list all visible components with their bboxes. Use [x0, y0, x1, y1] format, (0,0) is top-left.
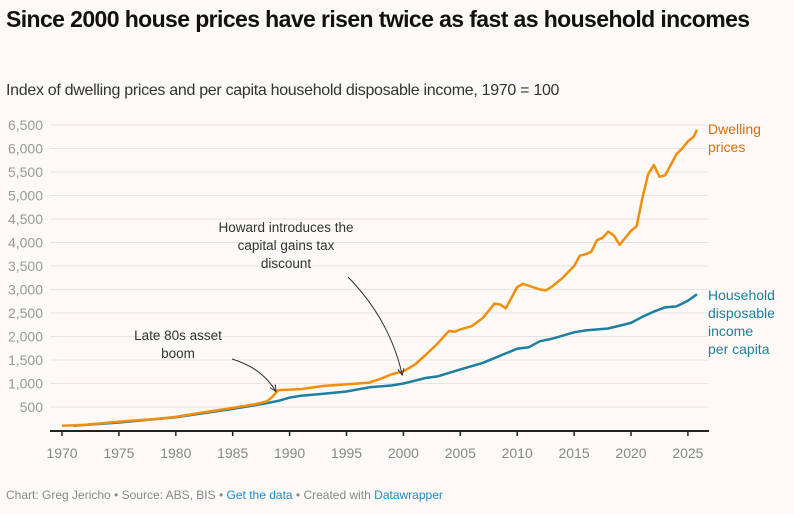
- y-tick-label: 1,500: [8, 352, 43, 368]
- x-tick-label: 1985: [217, 445, 248, 461]
- chart-subtitle: Index of dwelling prices and per capita …: [6, 82, 560, 99]
- x-tick-label: 1995: [331, 445, 362, 461]
- footer: Chart: Greg Jericho • Source: ABS, BIS •…: [6, 488, 443, 502]
- separator: •: [215, 488, 227, 502]
- x-tick-label: 1980: [160, 445, 191, 461]
- x-tick-label: 2025: [672, 445, 703, 461]
- series-line: [61, 129, 699, 428]
- x-tick-label: 2005: [445, 445, 476, 461]
- separator: • Created with: [292, 488, 375, 502]
- series-label: Dwelling prices: [708, 121, 761, 155]
- series-label-line: Household: [708, 287, 775, 303]
- y-tick-label: 500: [20, 399, 44, 415]
- y-tick-label: 5,500: [8, 164, 43, 180]
- chart-credit: Chart: Greg Jericho: [6, 488, 111, 502]
- x-tick-label: 2010: [502, 445, 533, 461]
- arrowhead-icon: [269, 384, 277, 393]
- y-tick-label: 6,000: [8, 141, 43, 157]
- x-tick-label: 1990: [274, 445, 305, 461]
- annotation-line: capital gains tax: [238, 238, 335, 253]
- y-tick-label: 6,500: [8, 117, 43, 133]
- get-data-link[interactable]: Get the data: [226, 488, 293, 502]
- line-chart: 500 1,000 1,500 2,000 2,500 3,000 3,500 4,000 4,…: [8, 117, 775, 461]
- annotation-text: Late 80s asset boom: [134, 328, 222, 361]
- y-tick-label: 4,000: [8, 235, 43, 251]
- annotation-line: discount: [261, 256, 312, 271]
- series-label-line: per capita: [708, 341, 770, 357]
- y-tick-label: 4,500: [8, 211, 43, 227]
- source: Source: ABS, BIS: [121, 488, 216, 502]
- y-tick-label: 2,000: [8, 329, 43, 345]
- annotation-line: boom: [161, 346, 195, 361]
- y-tick-label: 2,500: [8, 305, 43, 321]
- series-label-line: income: [708, 323, 753, 339]
- annotation-arrow: [347, 276, 403, 376]
- series-label-line: disposable: [708, 305, 775, 321]
- series-label: Household disposable income per capita: [708, 287, 775, 357]
- x-tick-label: 2020: [615, 445, 646, 461]
- series-line: [73, 293, 698, 428]
- x-tick-label: 2000: [388, 445, 419, 461]
- series-label-line: prices: [708, 139, 745, 155]
- y-tick-label: 3,000: [8, 282, 43, 298]
- annotation-arrow: [231, 358, 277, 392]
- x-tick-label: 2015: [559, 445, 590, 461]
- y-tick-label: 3,500: [8, 258, 43, 274]
- separator: •: [110, 488, 122, 502]
- annotation-text: Howard introduces the capital gains tax di…: [218, 220, 353, 271]
- annotation-line: Late 80s asset: [134, 328, 222, 343]
- y-tick-label: 5,000: [8, 188, 43, 204]
- datawrapper-link[interactable]: Datawrapper: [374, 488, 443, 502]
- annotation-line: Howard introduces the: [218, 220, 353, 235]
- chart-title: Since 2000 house prices have risen twice…: [6, 6, 750, 32]
- series-label-line: Dwelling: [708, 121, 761, 137]
- x-tick-label: 1970: [46, 445, 77, 461]
- y-tick-label: 1,000: [8, 376, 43, 392]
- x-tick-label: 1975: [103, 445, 134, 461]
- arrowhead-icon: [397, 368, 405, 377]
